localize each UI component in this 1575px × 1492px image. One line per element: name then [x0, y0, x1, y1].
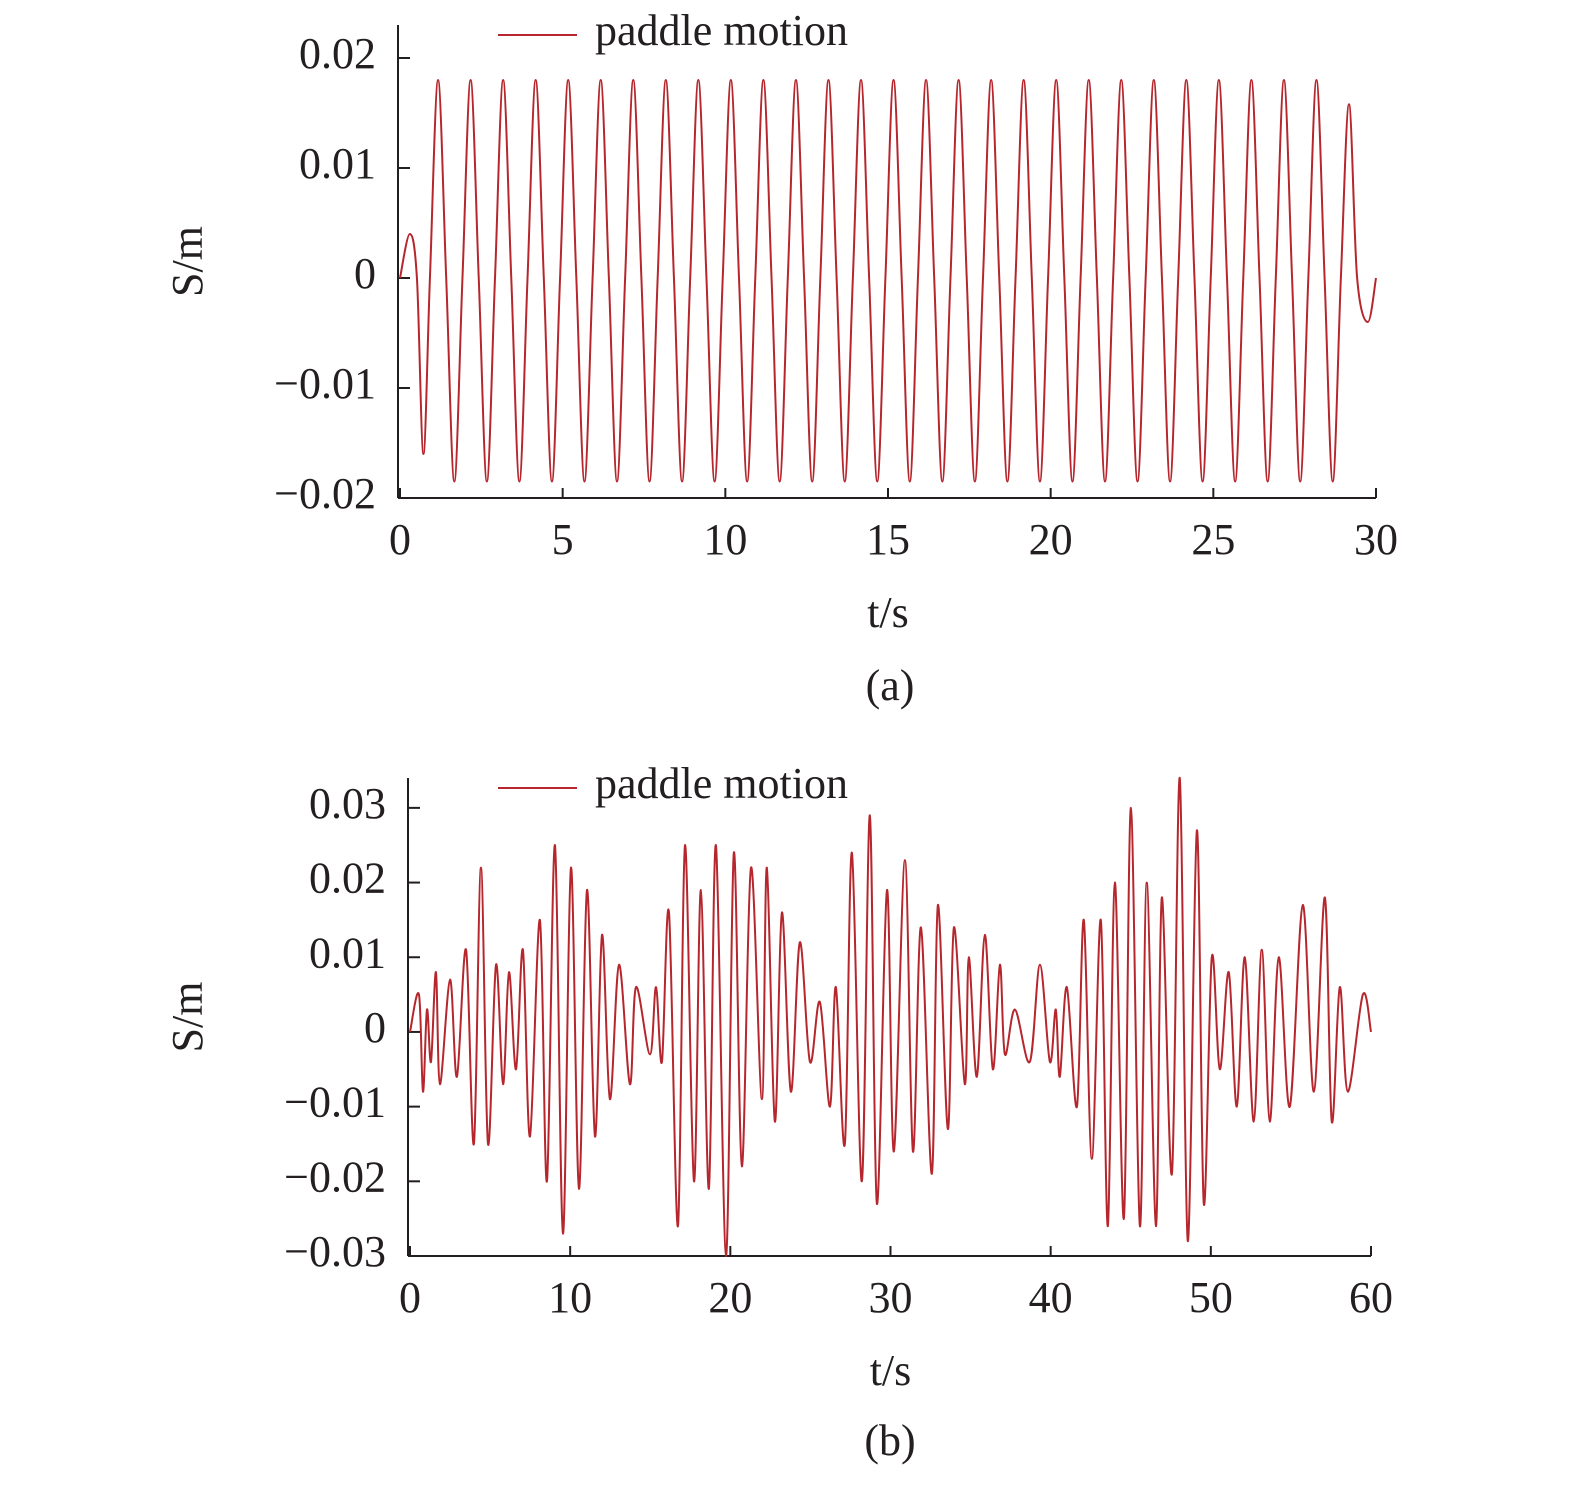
y-tick-label: 0 [354, 249, 376, 298]
y-tick-label: 0.03 [309, 779, 386, 828]
y-tick-label: −0.01 [274, 359, 376, 408]
x-tick-label: 25 [1191, 515, 1235, 564]
x-tick-label: 15 [866, 515, 910, 564]
x-tick-label: 10 [703, 515, 747, 564]
x-tick-label: 5 [552, 515, 574, 564]
y-tick-label: 0.01 [299, 139, 376, 188]
y-tick-label: 0.01 [309, 928, 386, 977]
y-axis-label: S/m [163, 226, 212, 297]
x-axis-label: t/s [870, 1346, 912, 1395]
y-tick-label: 0.02 [299, 29, 376, 78]
x-tick-label: 0 [389, 515, 411, 564]
y-tick-label: 0 [364, 1003, 386, 1052]
x-axis-label: t/s [867, 588, 909, 637]
y-tick-label: −0.02 [274, 469, 376, 518]
x-tick-label: 20 [708, 1273, 752, 1322]
x-tick-label: 50 [1189, 1273, 1233, 1322]
x-tick-label: 60 [1349, 1273, 1393, 1322]
y-tick-label: −0.03 [284, 1227, 386, 1276]
y-tick-label: −0.01 [284, 1078, 386, 1127]
caption: (a) [866, 661, 915, 710]
legend-label: paddle motion [595, 759, 848, 808]
x-tick-label: 20 [1029, 515, 1073, 564]
x-tick-label: 40 [1029, 1273, 1073, 1322]
x-tick-label: 10 [548, 1273, 592, 1322]
legend-label: paddle motion [595, 6, 848, 55]
x-tick-label: 0 [399, 1273, 421, 1322]
caption: (b) [864, 1416, 915, 1465]
x-tick-label: 30 [869, 1273, 913, 1322]
data-line [409, 776, 1372, 1258]
y-tick-label: 0.02 [309, 854, 386, 903]
y-tick-label: −0.02 [284, 1152, 386, 1201]
y-axis-label: S/m [163, 982, 212, 1053]
x-tick-label: 30 [1354, 515, 1398, 564]
data-line [399, 78, 1377, 483]
